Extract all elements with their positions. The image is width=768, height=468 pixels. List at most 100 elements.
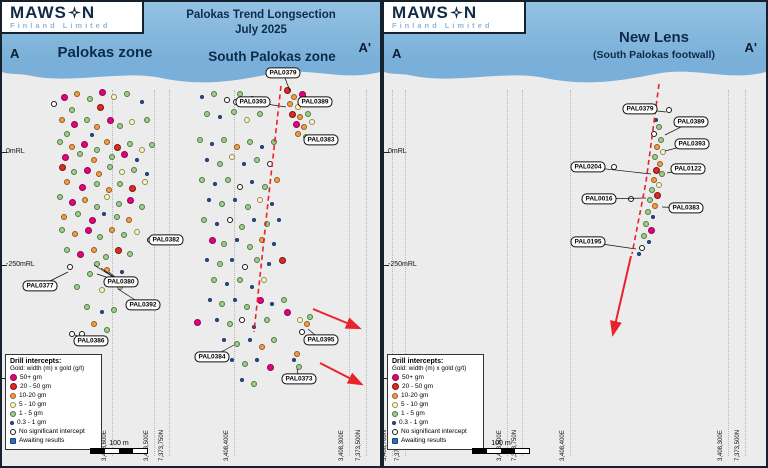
grid-line xyxy=(745,90,746,456)
drill-intercept-point xyxy=(304,321,310,327)
drillhole-label: PAL0379 xyxy=(265,67,301,79)
drill-intercepts-layer xyxy=(2,2,380,466)
drill-intercept-point xyxy=(104,327,110,333)
drill-intercept-point xyxy=(643,221,649,227)
drill-intercept-point xyxy=(107,164,113,170)
legend-item: 20 - 50 gm xyxy=(392,383,479,390)
drill-intercept-point xyxy=(94,204,100,210)
compass-star-icon xyxy=(449,6,463,19)
depth-tick xyxy=(384,378,389,379)
drill-intercept-point xyxy=(261,277,267,283)
drill-intercept-point xyxy=(225,177,231,183)
drill-intercept-point xyxy=(140,100,144,104)
drillhole-label: PAL0386 xyxy=(73,335,109,347)
drill-intercept-point xyxy=(242,264,248,270)
drill-intercept-point xyxy=(208,236,216,244)
drill-intercept-point xyxy=(660,149,666,155)
drill-intercept-point xyxy=(270,302,274,306)
drill-intercept-point xyxy=(281,297,287,303)
drillhole-label: PAL0195 xyxy=(570,236,606,248)
drill-intercept-point xyxy=(227,321,233,327)
drill-intercept-point xyxy=(234,341,240,347)
drill-intercept-point xyxy=(99,287,105,293)
scale-bar-graphic xyxy=(90,448,148,454)
legend-subtitle: Gold: width (m) x gold (g/t) xyxy=(10,365,85,372)
drill-intercept-point xyxy=(111,94,117,100)
drill-intercept-point xyxy=(90,133,94,137)
legend-swatch-icon xyxy=(392,392,398,399)
drill-intercept-point xyxy=(64,247,70,253)
drill-intercept-point xyxy=(201,217,207,223)
drill-intercept-point xyxy=(193,318,201,326)
drill-intercept-point xyxy=(200,95,204,99)
section-marker-a: A xyxy=(10,46,20,61)
legend-swatch-icon xyxy=(392,410,398,417)
drill-intercept-point xyxy=(210,142,214,146)
drill-intercept-point xyxy=(645,209,651,215)
drill-intercept-point xyxy=(77,151,83,157)
drill-intercept-point xyxy=(641,233,647,239)
drill-intercept-point xyxy=(295,131,301,137)
drill-intercept-point xyxy=(651,215,655,219)
zone-heading: New Lens xyxy=(618,29,690,46)
drill-intercept-point xyxy=(291,94,297,100)
drillhole-label: PAL0380 xyxy=(103,276,139,288)
drill-intercept-point xyxy=(57,139,63,145)
legend-swatch-icon xyxy=(392,428,398,435)
drill-intercept-point xyxy=(131,167,137,173)
drill-intercept-point xyxy=(215,318,219,322)
drill-intercept-point xyxy=(659,171,665,177)
drill-intercept-point xyxy=(237,277,243,283)
drill-intercept-point xyxy=(283,308,291,316)
drill-intercept-point xyxy=(227,217,233,223)
drill-intercept-point xyxy=(219,301,225,307)
figure-title: Palokas Trend Longsection July 2025 xyxy=(150,8,372,38)
grid-line xyxy=(570,90,571,456)
drill-intercept-point xyxy=(129,119,135,125)
depth-label: 0mRL xyxy=(388,148,407,155)
drill-intercept-point xyxy=(611,164,617,170)
drill-intercept-point xyxy=(98,88,106,96)
drill-intercept-point xyxy=(296,364,302,370)
drill-intercept-point xyxy=(248,338,252,342)
drill-intercept-point xyxy=(233,198,237,202)
drill-intercept-point xyxy=(666,107,672,113)
drill-intercept-point xyxy=(106,116,114,124)
legend-swatch-icon xyxy=(392,401,398,408)
drill-intercept-point xyxy=(229,154,235,160)
drillhole-label: PAL0122 xyxy=(670,163,706,175)
new-lens-panel: MAWS N Finland Limited A A' New Lens (Sou… xyxy=(384,2,766,466)
legend-item-label: 50+ gm xyxy=(402,374,424,381)
mawson-logo-wordmark: MAWS N xyxy=(10,4,142,21)
drill-intercept-point xyxy=(237,184,243,190)
drill-intercept-point xyxy=(205,258,209,262)
drill-intercept-point xyxy=(294,351,300,357)
drill-intercept-point xyxy=(656,182,662,188)
drill-intercept-point xyxy=(94,147,100,153)
legend-swatch-icon xyxy=(10,392,16,399)
drill-intercept-point xyxy=(59,227,65,233)
legend-swatch-icon xyxy=(392,383,399,390)
drill-intercept-point xyxy=(297,317,303,323)
legend-swatch-icon xyxy=(10,420,14,425)
drill-intercept-point xyxy=(211,277,217,283)
drill-intercept-point xyxy=(649,187,655,193)
legend-item-label: 5 - 10 gm xyxy=(401,401,429,408)
drill-intercept-point xyxy=(211,91,217,97)
drill-intercept-point xyxy=(96,103,104,111)
legend-swatch-icon xyxy=(10,428,16,435)
figure-title-line2: July 2025 xyxy=(235,23,287,36)
logo-text-post: N xyxy=(81,3,96,22)
drill-intercept-point xyxy=(245,204,251,210)
drillhole-label: PAL0393 xyxy=(674,138,710,150)
drill-intercept-point xyxy=(91,247,97,253)
drill-intercept-point xyxy=(250,180,254,184)
legend-item-label: 10-20 gm xyxy=(19,392,47,399)
section-marker-a: A xyxy=(392,46,402,61)
drill-intercept-point xyxy=(647,226,655,234)
drill-intercept-point xyxy=(639,245,645,251)
drillhole-label: PAL0392 xyxy=(125,299,161,311)
drill-intercept-point xyxy=(102,212,106,216)
drill-intercept-point xyxy=(197,137,203,143)
drillhole-labels-layer: PAL0379 PAL0389 PAL0393 PAL0204 PAL0122 PAL00… xyxy=(384,2,766,466)
